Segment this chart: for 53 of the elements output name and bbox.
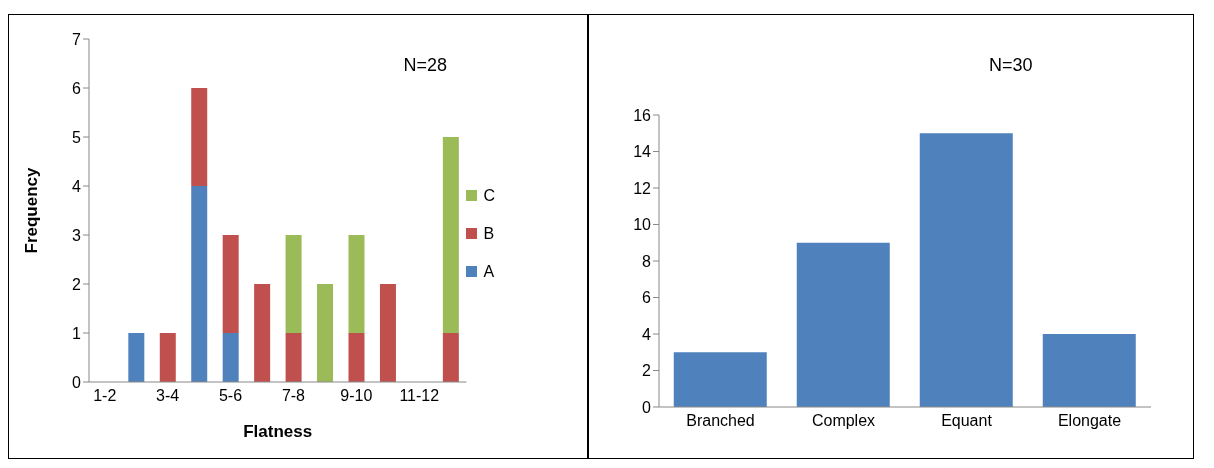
y-tick-label: 4 — [642, 325, 652, 343]
bar — [442, 333, 459, 382]
bar — [348, 333, 365, 382]
x-tick-label: 9-10 — [340, 387, 373, 405]
x-tick-label: 1-2 — [93, 387, 117, 405]
y-tick-label: 3 — [72, 226, 82, 244]
x-tick-label: Elongate — [1057, 412, 1122, 430]
bar — [254, 284, 271, 382]
x-tick-label: Branched — [686, 412, 755, 430]
bar — [285, 235, 302, 333]
y-tick-label: 2 — [72, 275, 82, 293]
bar — [191, 186, 208, 382]
x-tick-label: 3-4 — [156, 387, 180, 405]
bar — [222, 333, 239, 382]
bar — [1042, 334, 1136, 407]
y-tick-label: 6 — [72, 79, 82, 97]
x-tick-label: Equant — [941, 412, 993, 430]
y-tick-label: 14 — [633, 143, 652, 161]
bar — [285, 333, 302, 382]
legend-label: C — [483, 186, 495, 205]
bar — [222, 235, 239, 333]
x-tick-label: 5-6 — [218, 387, 243, 405]
bar — [128, 333, 145, 382]
text: N=30 — [988, 55, 1033, 76]
bar — [919, 133, 1013, 407]
y-tick-label: 2 — [642, 362, 652, 380]
legend-label: A — [483, 262, 495, 281]
x-tick-label: Complex — [811, 412, 876, 430]
y-tick-label: 0 — [72, 373, 82, 391]
y-tick-label: 12 — [633, 179, 652, 197]
y-axis-title: Frequency — [22, 166, 42, 254]
legend-label: B — [483, 224, 495, 243]
y-tick-label: 6 — [642, 289, 652, 307]
bar — [796, 242, 890, 407]
y-tick-label: 1 — [72, 324, 82, 342]
bar — [317, 284, 334, 382]
y-tick-label: 0 — [642, 398, 652, 416]
x-tick-label: 11-12 — [399, 387, 440, 405]
y-tick-label: 16 — [633, 106, 652, 124]
y-tick-label: 7 — [72, 30, 82, 48]
x-tick-label: 7-8 — [281, 387, 306, 405]
bar — [159, 333, 176, 382]
y-tick-label: 8 — [642, 252, 652, 270]
y-tick-label: 5 — [72, 128, 82, 146]
x-axis-title: Flatness — [243, 422, 313, 441]
bar — [191, 88, 208, 186]
y-tick-label: 4 — [72, 177, 82, 195]
bar — [348, 235, 365, 333]
bar — [673, 352, 767, 407]
bar — [379, 284, 396, 382]
annotation: N=28 — [403, 55, 447, 76]
bar — [442, 137, 459, 333]
y-tick-label: 10 — [633, 216, 652, 234]
